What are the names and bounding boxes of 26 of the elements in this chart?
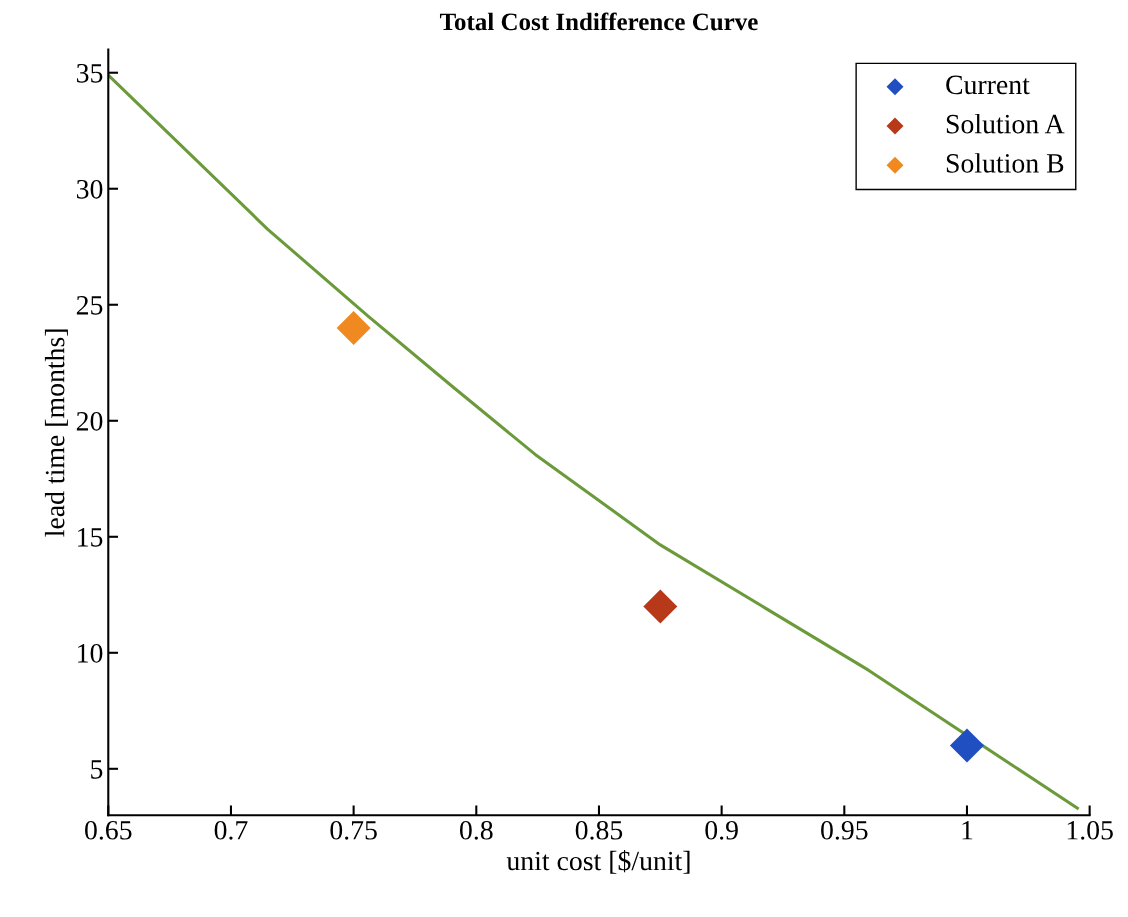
legend-label: Solution A	[946, 113, 1065, 134]
x-tick-label: 0.95	[821, 820, 868, 840]
y-tick-label: 5	[91, 760, 103, 779]
point	[949, 728, 984, 763]
x-tick-label: 1.05	[1067, 820, 1113, 840]
x-tick-label: 0.9	[705, 820, 738, 840]
point	[336, 310, 371, 345]
y-axis-title: lead time [months]	[44, 329, 68, 537]
y-tick-label: 10	[78, 643, 103, 663]
y-tick-label: 35	[76, 63, 103, 83]
chart-title: Total Cost Indifference Curve	[439, 12, 758, 31]
point	[643, 589, 678, 624]
y-tick-label: 25	[76, 295, 103, 315]
x-tick-label: 0.7	[214, 820, 248, 840]
x-tick-label: 1	[962, 821, 973, 840]
x-tick-label: 0.75	[330, 820, 377, 840]
x-tick-label: 0.8	[460, 820, 493, 840]
y-tick-label: 15	[78, 528, 103, 547]
x-tick-label: 0.65	[85, 820, 132, 840]
legend-label: Current	[946, 75, 1030, 95]
line-series	[108, 73, 1079, 810]
legend-label: Solution B	[946, 153, 1064, 173]
x-tick-label: 0.85	[575, 820, 623, 840]
y-tick-label: 20	[76, 411, 103, 431]
y-tick-label: 30	[76, 179, 103, 199]
x-axis-title: unit cost [$/unit]	[506, 849, 690, 874]
